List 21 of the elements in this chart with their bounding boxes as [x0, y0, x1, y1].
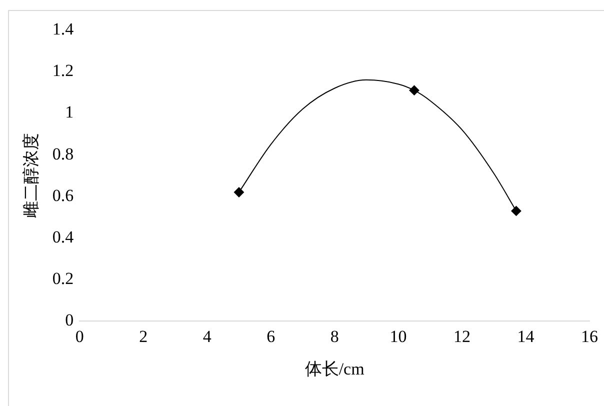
- x-tick-label: 6: [266, 326, 276, 346]
- y-tick-label: 0.2: [52, 269, 74, 288]
- y-tick-label: 1.2: [52, 61, 74, 80]
- point: [511, 206, 522, 216]
- y-tick-label: 0: [65, 310, 74, 330]
- x-tick-label: 14: [517, 326, 535, 346]
- y-tick-label: 0.6: [52, 186, 74, 205]
- y-tick-label: 1.4: [52, 19, 74, 38]
- point: [234, 187, 244, 198]
- point: [409, 85, 420, 96]
- y-axis-title: 雌二醇浓度: [22, 133, 41, 218]
- x-tick-label: 10: [390, 326, 407, 346]
- x-tick-label: 2: [139, 326, 148, 346]
- y-tick-label: 1: [65, 102, 74, 122]
- x-tick-label: 8: [330, 326, 339, 346]
- x-tick-label: 4: [202, 326, 212, 346]
- x-tick-label: 12: [454, 326, 471, 346]
- x-tick-label: 16: [581, 326, 598, 346]
- y-tick-label: 0.8: [52, 144, 74, 164]
- y-tick-label: 0.4: [52, 227, 74, 246]
- x-axis-title: 体长/cm: [304, 359, 364, 378]
